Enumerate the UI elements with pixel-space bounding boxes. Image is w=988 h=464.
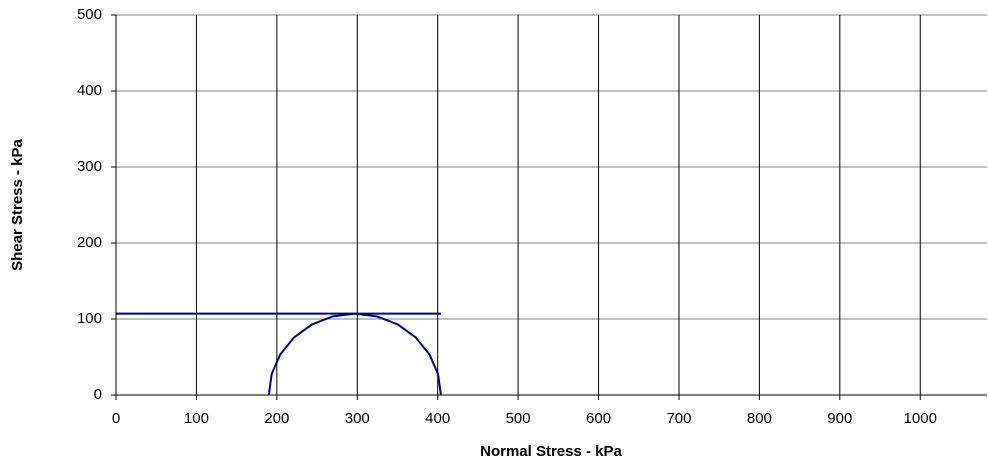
x-tick-label: 1000: [904, 410, 937, 427]
x-tick-label: 300: [345, 410, 370, 427]
x-tick-label: 100: [184, 410, 209, 427]
y-axis-label: Shear Stress - kPa: [9, 138, 26, 270]
x-tick-label: 600: [586, 410, 611, 427]
y-tick-label: 100: [77, 310, 102, 327]
x-tick-label: 700: [666, 410, 691, 427]
y-tick-label: 500: [77, 6, 102, 23]
y-tick-label: 0: [94, 386, 102, 403]
x-tick-label: 900: [827, 410, 852, 427]
y-tick-label: 400: [77, 82, 102, 99]
x-axis-label: Normal Stress - kPa: [480, 443, 622, 460]
x-tick-label: 0: [112, 410, 120, 427]
x-tick-label: 800: [747, 410, 772, 427]
y-tick-label: 200: [77, 234, 102, 251]
x-tick-label: 200: [264, 410, 289, 427]
x-tick-label: 500: [506, 410, 531, 427]
x-tick-label: 400: [425, 410, 450, 427]
line-series: [267, 312, 442, 396]
y-tick-label: 300: [77, 158, 102, 175]
